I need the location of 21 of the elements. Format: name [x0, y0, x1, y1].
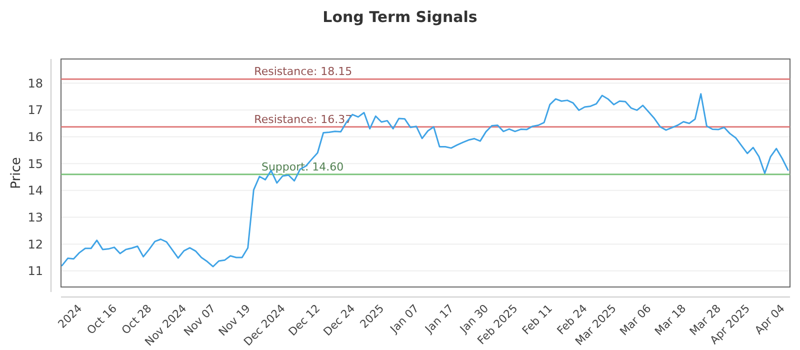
y-tick-label: 17 — [28, 103, 43, 118]
y-tick-label: 16 — [28, 130, 43, 144]
x-tick-label: Feb 11 — [520, 302, 555, 338]
line-series — [61, 93, 789, 268]
y-tick-label: 15 — [28, 156, 43, 171]
x-tick-label: Mar 18 — [652, 302, 689, 338]
chart-title: Long Term Signals — [322, 8, 478, 26]
y-tick-label: 14 — [28, 184, 43, 198]
y-axis-title: Price — [9, 157, 24, 189]
x-tick-label: Mar 06 — [617, 302, 654, 338]
x-tick-label: Jan 17 — [422, 302, 456, 336]
y-tick-label: 11 — [28, 264, 43, 278]
x-tick-label: Apr 04 — [752, 302, 788, 337]
x-tick-label: Dec 12 — [286, 302, 323, 339]
y-tick-label: 13 — [28, 210, 43, 224]
x-tick-label: Dec 24 — [320, 302, 358, 339]
x-tick-label: Oct 16 — [84, 302, 120, 337]
y-tick-label: 18 — [28, 76, 43, 90]
y-tick-label: 12 — [28, 237, 43, 252]
ref-line-label: Resistance: 18.15 — [254, 65, 352, 78]
x-tick-label: Jan 07 — [387, 302, 422, 336]
